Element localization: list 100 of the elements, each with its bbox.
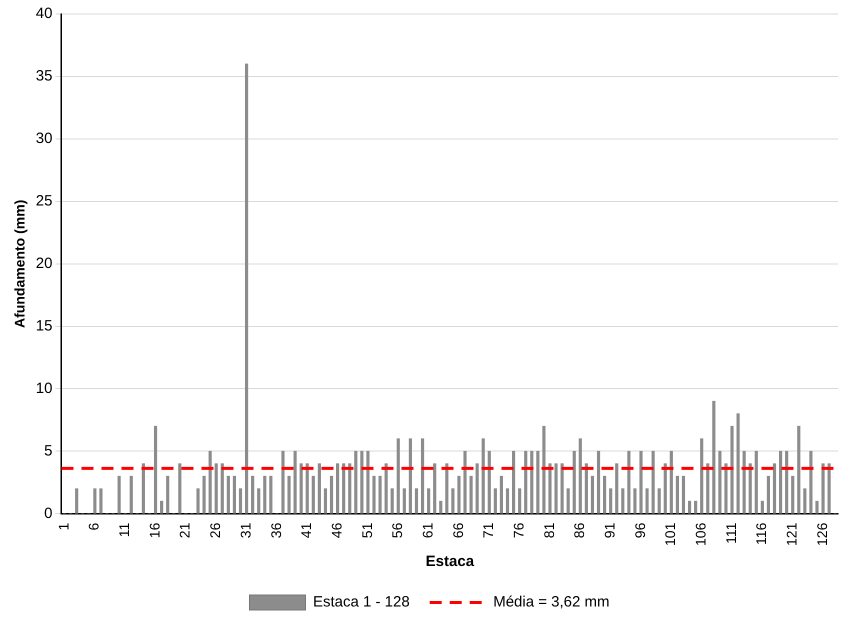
x-tick-label: 81 <box>540 522 557 538</box>
bar <box>445 463 448 514</box>
bar <box>318 463 321 514</box>
y-axis-title: Afundamento (mm) <box>11 200 28 328</box>
x-tick-label: 101 <box>662 522 678 546</box>
x-tick-label: 86 <box>571 522 588 538</box>
bar <box>390 488 394 514</box>
x-tick-label: 41 <box>298 522 314 538</box>
bar <box>330 476 334 514</box>
bar <box>378 476 382 514</box>
bar <box>803 488 806 514</box>
bar <box>251 476 254 514</box>
bar <box>748 463 752 514</box>
x-tick-label: 31 <box>237 522 254 538</box>
bar <box>670 450 673 514</box>
bar <box>785 450 788 514</box>
bar <box>778 450 782 514</box>
bar <box>396 438 400 514</box>
bar <box>154 426 158 514</box>
x-tick-label: 76 <box>510 522 526 538</box>
bar <box>797 426 800 514</box>
bar <box>294 450 297 514</box>
bar <box>815 500 819 514</box>
bar <box>572 450 576 514</box>
bar <box>700 438 704 514</box>
x-tick-label: 21 <box>176 522 193 538</box>
legend-label: Estaca 1 - 128 <box>312 594 410 611</box>
bar <box>366 450 370 514</box>
bar <box>451 488 454 514</box>
bar <box>130 476 133 514</box>
x-tick-label: 126 <box>814 522 830 546</box>
bar <box>196 488 200 514</box>
bar <box>658 488 661 514</box>
x-tick-label: 46 <box>328 522 344 538</box>
bar <box>633 488 637 514</box>
bar <box>99 488 103 514</box>
bar <box>287 476 291 514</box>
bar <box>306 463 309 514</box>
y-tick-label: 0 <box>44 504 52 522</box>
y-tick-label: 5 <box>44 442 52 460</box>
bar <box>754 450 758 514</box>
bar <box>281 450 285 514</box>
x-axis-title: Estaca <box>426 553 475 570</box>
x-tick-label: 106 <box>692 522 709 546</box>
bar <box>238 488 242 514</box>
x-tick-label: 61 <box>419 522 436 538</box>
bar <box>226 476 230 514</box>
bar <box>457 476 461 514</box>
bar <box>652 450 655 514</box>
bar <box>742 450 746 514</box>
bar <box>694 500 698 514</box>
bar <box>512 450 516 514</box>
bar <box>354 450 358 514</box>
bar <box>712 400 716 514</box>
x-tick-label: 36 <box>268 522 284 538</box>
bar <box>470 476 473 514</box>
x-tick-label: 16 <box>146 522 162 538</box>
bar <box>257 488 260 514</box>
bar <box>639 450 643 514</box>
bar <box>300 463 303 514</box>
bar <box>348 463 352 514</box>
bar <box>232 476 236 514</box>
bar <box>160 500 164 514</box>
bar <box>682 476 686 514</box>
x-tick-label: 1 <box>55 522 72 530</box>
bar <box>220 463 224 514</box>
bar <box>75 488 78 514</box>
bar <box>621 488 624 514</box>
bar <box>118 476 121 514</box>
bar <box>688 500 692 514</box>
bar <box>766 476 770 514</box>
bar <box>166 476 170 514</box>
bar <box>791 476 794 514</box>
bar <box>433 463 436 514</box>
x-tick-label: 51 <box>358 522 375 538</box>
bar <box>554 463 558 514</box>
bar <box>420 438 424 514</box>
bar <box>730 426 734 514</box>
bar <box>706 463 710 514</box>
bar <box>408 438 412 514</box>
x-tick-label: 66 <box>450 522 466 538</box>
bar <box>178 463 182 514</box>
bar <box>736 413 740 514</box>
bar <box>578 438 582 514</box>
bar <box>93 488 96 514</box>
bar <box>214 463 218 514</box>
bar <box>269 476 272 514</box>
bar <box>664 463 667 514</box>
x-tick-label: 111 <box>722 522 739 544</box>
bar <box>372 476 376 514</box>
bar <box>312 476 315 514</box>
x-tick-label: 116 <box>753 522 770 545</box>
bar <box>476 463 479 514</box>
bar <box>603 476 606 514</box>
bar <box>402 488 406 514</box>
bar <box>676 476 679 514</box>
y-tick-label: 35 <box>36 68 52 85</box>
legend-label: Média = 3,62 mm <box>493 594 610 611</box>
bar <box>530 450 534 514</box>
x-tick-label: 71 <box>480 522 496 538</box>
